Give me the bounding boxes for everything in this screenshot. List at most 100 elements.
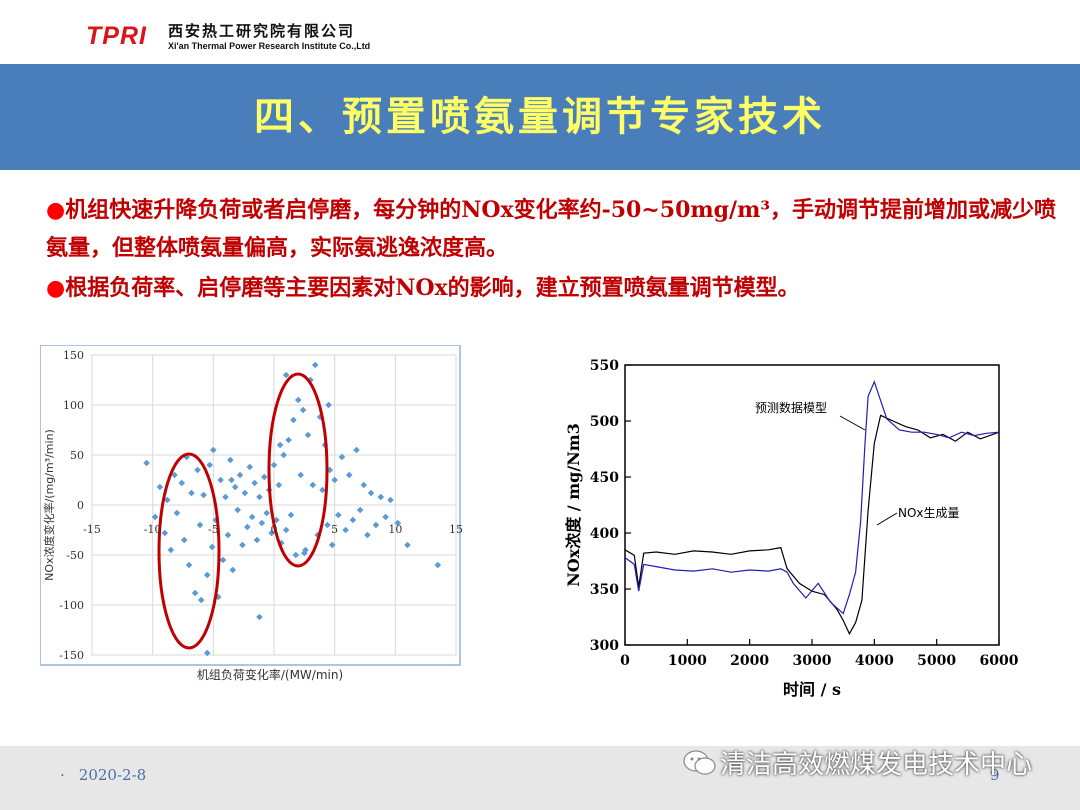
- line-x-tick-label: 0: [620, 653, 630, 669]
- slide-footer: [0, 746, 1080, 810]
- line-y-tick-label: 450: [590, 470, 619, 486]
- scatter-y-ticks: 150 100 50 0 -50 -100 -150: [59, 349, 84, 662]
- line-x-tick-label: 1000: [668, 653, 707, 669]
- legend-label-actual: NOx生成量: [898, 506, 960, 520]
- scatter-point: [236, 471, 244, 479]
- scatter-point: [316, 413, 324, 421]
- scatter-y-label: NOx浓度变化率/(mg/m³/min): [42, 429, 56, 581]
- scatter-x-tick-label: -15: [83, 523, 101, 536]
- scatter-point: [331, 476, 338, 484]
- scatter-grid: [91, 354, 457, 656]
- scatter-point: [367, 489, 375, 497]
- scatter-x-tick-label: 10: [388, 523, 402, 536]
- scatter-point: [325, 401, 332, 409]
- scatter-point: [178, 479, 186, 487]
- scatter-point: [285, 436, 292, 444]
- scatter-point: [143, 459, 150, 467]
- line-y-tick-label: 500: [590, 414, 619, 430]
- scatter-point: [377, 493, 385, 501]
- legend-arrow-actual: [876, 512, 898, 526]
- scatter-point: [309, 481, 317, 489]
- scatter-point: [290, 416, 297, 424]
- scatter-point: [256, 493, 263, 501]
- scatter-point: [163, 496, 171, 504]
- series-line-model: [624, 380, 1000, 615]
- line-y-tick-label: 300: [590, 638, 619, 654]
- scatter-y-tick-label: 100: [63, 399, 84, 412]
- scatter-point: [275, 481, 283, 489]
- line-y-tick-label: 400: [590, 526, 619, 542]
- footer-date-area: · 2020-2-8: [60, 766, 146, 784]
- scatter-point: [338, 453, 346, 461]
- scatter-point: [297, 471, 304, 479]
- scatter-x-tick-label: 5: [331, 523, 338, 536]
- scatter-point: [231, 483, 239, 491]
- scatter-point: [356, 506, 364, 514]
- scatter-point: [280, 451, 288, 459]
- scatter-point: [200, 491, 207, 499]
- line-y-label: NOx浓度 / mg/Nm3: [564, 423, 583, 587]
- page-number: 9: [990, 766, 1000, 784]
- scatter-x-tick-label: -10: [144, 523, 162, 536]
- scatter-point: [282, 371, 290, 379]
- scatter-point: [234, 506, 241, 514]
- scatter-point: [210, 446, 217, 454]
- scatter-x-tick-label: 15: [449, 523, 463, 536]
- scatter-point: [217, 476, 224, 484]
- scatter-point: [260, 473, 268, 481]
- bullet-text: 机组快速升降负荷或者启停磨，每分钟的NOx变化率约-50~50mg/m³，手动调…: [46, 197, 1057, 261]
- line-x-ticks: 0 1000 2000 3000 4000 5000 6000: [620, 639, 1019, 669]
- bullet-text: 根据负荷率、启停磨等主要因素对NOx的影响，建立预置喷氨量调节模型。: [65, 275, 800, 301]
- title-band: 四、预置喷氨量调节专家技术: [0, 64, 1080, 170]
- line-y-ticks: 550 500 450 400 350 300: [590, 358, 631, 654]
- scatter-point: [228, 476, 235, 484]
- bullet-marker: ●: [46, 275, 66, 301]
- line-x-tick-label: 5000: [917, 653, 956, 669]
- line-y-tick-label: 350: [590, 582, 619, 598]
- scatter-x-label: 机组负荷变化率/(MW/min): [197, 667, 343, 682]
- line-y-tick-label: 550: [590, 358, 619, 374]
- bullet-marker: ●: [46, 197, 66, 223]
- scatter-point: [171, 471, 178, 479]
- series-line-actual: [624, 414, 1000, 636]
- scatter-y-tick-label: 0: [77, 499, 84, 512]
- line-plot-frame: [624, 364, 1000, 646]
- scatter-point: [304, 431, 312, 439]
- line-chart: 0 1000 2000 3000 4000 5000 6000 550 500 450 400 35…: [564, 358, 1019, 699]
- scatter-point: [387, 496, 394, 504]
- footer-separator: ·: [60, 766, 65, 784]
- tpri-logo: TPRI: [86, 22, 147, 50]
- company-name-en: Xi'an Thermal Power Research Institute C…: [168, 41, 371, 51]
- scatter-point: [206, 461, 213, 469]
- scatter-point: [241, 489, 249, 497]
- scatter-y-tick-label: -150: [59, 649, 84, 662]
- scatter-point: [251, 479, 258, 487]
- legend-arrow-model: [839, 415, 866, 431]
- scatter-point: [319, 486, 326, 494]
- scatter-y-tick-label: 50: [70, 449, 84, 462]
- wechat-icon: [683, 750, 716, 775]
- line-x-tick-label: 3000: [793, 653, 832, 669]
- scatter-point: [294, 396, 302, 404]
- scatter-y-tick-label: -50: [66, 549, 84, 562]
- company-name-cn: 西安热工研究院有限公司: [168, 22, 356, 40]
- line-x-tick-label: 2000: [730, 653, 769, 669]
- line-x-label: 时间 / s: [783, 680, 841, 699]
- highlight-ellipse-left: [157, 452, 221, 650]
- scatter-point: [299, 406, 307, 414]
- scatter-y-tick-label: 150: [63, 349, 84, 362]
- scatter-point: [227, 456, 234, 464]
- scatter-point: [311, 361, 319, 369]
- scatter-point: [360, 481, 368, 489]
- scatter-point: [345, 471, 353, 479]
- scatter-point: [270, 461, 278, 469]
- line-x-tick-label: 4000: [855, 653, 894, 669]
- scatter-point: [353, 446, 360, 454]
- highlight-ellipse-right: [267, 372, 329, 568]
- scatter-point: [276, 441, 284, 449]
- legend-label-model: 预测数据模型: [755, 400, 827, 415]
- slide-title: 四、预置喷氨量调节专家技术: [254, 93, 826, 140]
- scatter-point: [194, 466, 201, 474]
- scatter-x-ticks: -15 -10 -5 0 5 10 15: [83, 523, 463, 536]
